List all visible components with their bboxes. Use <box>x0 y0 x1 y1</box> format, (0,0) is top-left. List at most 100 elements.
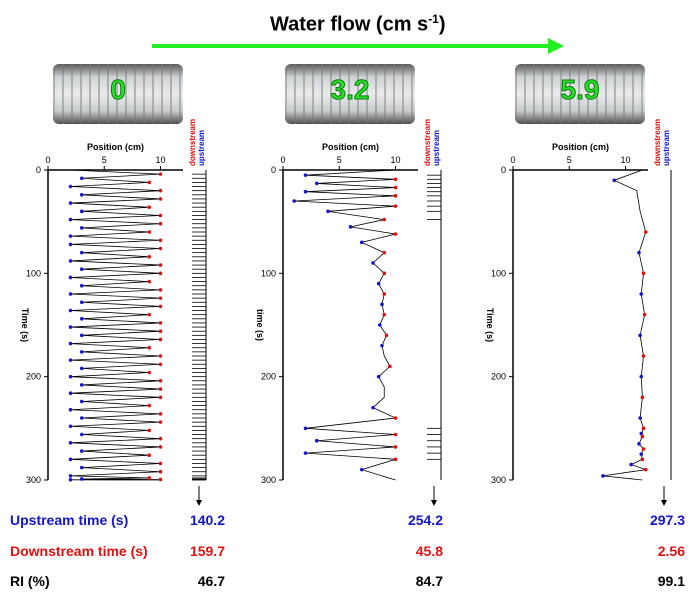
upstream-dot <box>314 438 319 443</box>
downstream-dot <box>641 354 646 358</box>
upstream-dot <box>612 178 617 183</box>
chart-title: Water flow (cm s-1) <box>270 12 446 37</box>
ri-value-3: 99.1 <box>657 573 685 589</box>
y-tick-label: 100 <box>26 268 41 278</box>
downstream-dot <box>158 387 163 391</box>
upstream-dot <box>68 424 73 429</box>
upstream-dot <box>79 250 84 255</box>
downstream-dot <box>382 250 387 255</box>
upstream-dot <box>79 283 84 288</box>
upstream-dot <box>79 477 84 481</box>
upstream-dot <box>638 333 642 338</box>
downstream-dot <box>158 213 163 218</box>
upstream-dot <box>348 225 353 229</box>
upstream-dot <box>303 189 308 194</box>
y-tick-label: 300 <box>491 475 506 485</box>
downstream-dot <box>158 271 163 276</box>
downstream-dot <box>642 312 647 317</box>
downstream-dot <box>393 432 398 437</box>
downstream-dot <box>147 345 152 350</box>
downstream-dot <box>158 197 163 201</box>
y-tick-label: 200 <box>26 372 41 382</box>
downstream-dot <box>158 288 163 292</box>
downstream-dot <box>393 177 398 182</box>
upstream-label: upstream <box>197 130 206 166</box>
upstream-dot <box>79 399 84 404</box>
downstream-dot <box>158 246 163 251</box>
upstream-dot <box>68 358 73 362</box>
downstream-dot <box>158 445 163 449</box>
upstream-dot <box>68 441 73 445</box>
downstream-dot <box>640 434 645 439</box>
y-tick-label: 100 <box>261 268 276 278</box>
downstream-value-2: 45.8 <box>415 543 443 559</box>
downstream-dot <box>393 204 398 208</box>
upstream-dot <box>639 452 644 456</box>
downstream-dot <box>158 172 163 176</box>
downstream-dot <box>158 238 163 243</box>
trace-chart-2: Position (cm)time (s)0 5 100100200300downs… <box>255 119 442 506</box>
downstream-value-3: 2.56 <box>657 543 685 559</box>
downstream-dot <box>147 370 152 375</box>
downstream-dot <box>393 185 398 190</box>
downstream-dot <box>393 457 398 462</box>
ri-value-2: 84.7 <box>415 573 443 589</box>
flow-speed-label: 3.2 <box>330 74 370 106</box>
downstream-dot <box>158 461 163 466</box>
downstream-value-1: 159.7 <box>189 543 225 559</box>
downstream-time-label: Downstream time (s) <box>10 543 148 559</box>
downstream-dot <box>147 230 152 234</box>
upstream-value-2: 254.2 <box>407 512 443 528</box>
y-axis-label: Time (s) <box>20 308 30 342</box>
upstream-dot <box>376 281 381 286</box>
downstream-dot <box>643 230 648 234</box>
flow-arrow <box>152 38 564 54</box>
upstream-dot <box>68 308 73 313</box>
upstream-value-3: 297.3 <box>649 512 685 528</box>
flow-speed-label: 5.9 <box>560 74 600 106</box>
upstream-dot <box>637 442 641 446</box>
upstream-value-1: 140.2 <box>189 512 225 528</box>
flow-speed-label: 0 <box>110 74 127 106</box>
upstream-dot <box>601 474 605 478</box>
upstream-dot <box>303 451 308 455</box>
upstream-dot <box>629 462 633 467</box>
upstream-dot <box>68 242 73 247</box>
upstream-dot <box>79 383 84 387</box>
downstream-dot <box>147 403 152 408</box>
downstream-dot <box>384 333 389 338</box>
upstream-dot <box>68 477 73 482</box>
downstream-dot <box>158 362 163 367</box>
x-tick-label: 10 <box>155 155 165 165</box>
upstream-dot <box>639 431 644 436</box>
result-arrow-head <box>196 500 202 506</box>
upstream-dot <box>68 457 73 462</box>
downstream-dot <box>158 412 163 416</box>
downstream-dot <box>158 321 163 325</box>
downstream-dot <box>158 395 163 400</box>
y-tick-label: 0 <box>501 165 506 175</box>
tunnel-photo-3: 5.9 <box>515 64 645 124</box>
downstream-dot <box>147 453 152 458</box>
x-tick-label: 5 <box>102 155 107 165</box>
x-axis-label: Position (cm) <box>552 142 609 152</box>
downstream-dot <box>158 329 163 333</box>
downstream-dot <box>147 428 152 433</box>
downstream-label: downstream <box>653 119 662 166</box>
upstream-dot <box>292 199 297 203</box>
x-tick-label: 10 <box>620 155 630 165</box>
upstream-dot <box>639 374 644 379</box>
upstream-time-label: Upstream time (s) <box>10 512 129 528</box>
upstream-dot <box>79 465 84 470</box>
downstream-dot <box>640 395 645 400</box>
ri-label: RI (%) <box>10 573 50 589</box>
downstream-dot <box>641 447 646 451</box>
upstream-dot <box>79 209 84 214</box>
upstream-dot <box>639 292 644 296</box>
upstream-dot <box>371 405 375 410</box>
upstream-dot <box>79 193 84 197</box>
y-tick-label: 100 <box>491 268 506 278</box>
x-axis-label: Position (cm) <box>87 142 144 152</box>
downstream-dot <box>158 477 163 482</box>
upstream-dot <box>68 391 73 396</box>
